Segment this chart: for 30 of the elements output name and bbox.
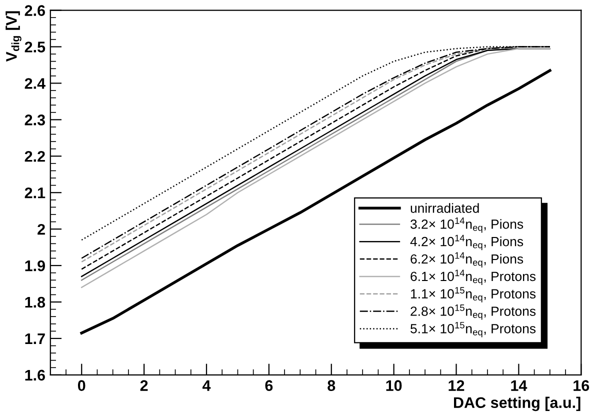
y-axis-title: V$_{dig}$ [V] (6, 11, 22, 62)
legend-label: 6.2× 10$^{14}$n$_{eq}$, Pions (410, 252, 524, 268)
x-tick-label: 10 (386, 380, 402, 392)
x-tick-label: 12 (448, 380, 464, 391)
y-tick-label: 2.3 (24, 114, 45, 126)
x-axis-title: DAC setting [a.u.] (454, 396, 580, 412)
legend-label: unirradiated (410, 203, 479, 213)
x-tick-label: 8 (328, 380, 336, 392)
y-tick-label: 1.7 (25, 333, 45, 344)
legend-label: 3.2× 10$^{14}$n$_{eq}$, Pions (410, 217, 524, 233)
y-tick-label: 2.1 (24, 187, 46, 198)
y-tick-label: 2.2 (24, 151, 45, 162)
y-tick-label: 1.9 (25, 260, 45, 272)
x-tick-label: 2 (140, 380, 148, 391)
y-tick-label: 2.5 (24, 42, 46, 52)
legend-label: 1.1× 10$^{15}$n$_{eq}$, Protons (411, 287, 536, 302)
y-tick-label: 1.6 (25, 370, 45, 381)
y-tick-label: 2 (38, 224, 45, 235)
y-tick-label: 2.6 (24, 5, 45, 16)
legend-label: 6.1× 10$^{14}$n$_{eq}$, Protons (410, 270, 536, 285)
x-tick-label: 6 (265, 380, 273, 392)
legend-label: 2.8× 10$^{15}$n$_{eq}$, Protons (410, 304, 536, 320)
legend-label: 5.1× 10$^{15}$n$_{eq}$, Protons (410, 322, 536, 338)
y-tick-label: 1.8 (25, 296, 46, 308)
x-tick-label: 4 (202, 380, 211, 391)
x-tick-label: 0 (78, 380, 86, 392)
x-tick-label: 16 (574, 380, 590, 392)
legend-label: 4.2× 10$^{14}$n$_{eq}$, Pions (410, 234, 524, 250)
y-tick-label: 2.4 (24, 78, 46, 89)
x-tick-label: 14 (511, 380, 528, 391)
